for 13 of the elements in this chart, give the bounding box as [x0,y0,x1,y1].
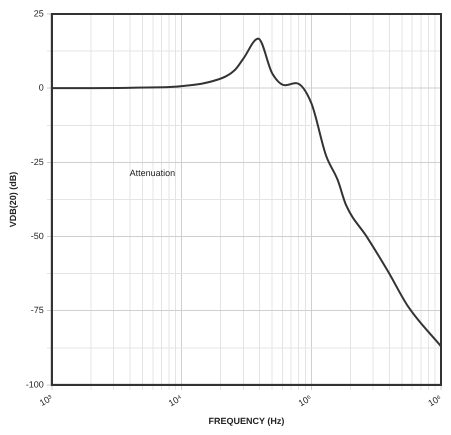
x-tick-label: 10⁶ [426,392,444,408]
y-tick-label: -100 [26,379,44,390]
annotation: Attenuation [130,168,176,178]
y-tick-label: 25 [34,8,44,18]
x-tick-label: 10⁴ [166,392,184,408]
x-tick-label: 10⁵ [296,392,314,408]
y-tick-label: -75 [30,305,44,316]
x-axis-title: FREQUENCY (Hz) [208,416,284,426]
x-tick-label: 10³ [38,392,54,408]
y-tick-label: -25 [30,156,44,167]
y-tick-label: -50 [30,231,44,242]
y-axis-title: VDB(20) (dB) [8,172,18,228]
y-tick-label: 0 [38,82,44,93]
